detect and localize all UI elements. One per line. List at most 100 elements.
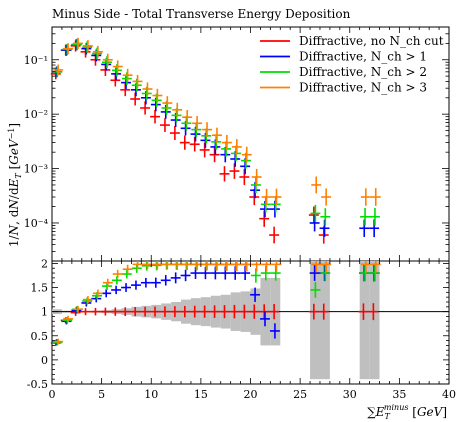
data-point: [179, 135, 190, 150]
ratio-point: [112, 269, 123, 279]
legend-label: Diffractive, N_ch > 1: [299, 50, 427, 64]
ratio-point: [358, 303, 369, 320]
ratio-point: [180, 269, 191, 282]
ratio-y-tick-label: 1.5: [31, 282, 49, 295]
ratio-point: [102, 278, 113, 287]
ratio-point: [321, 261, 332, 273]
ratio-point: [192, 261, 203, 271]
ratio-point: [73, 305, 83, 313]
data-point: [320, 208, 331, 226]
data-point: [132, 74, 143, 88]
data-point: [112, 60, 123, 73]
data-point: [142, 82, 153, 96]
ratio-point: [182, 261, 193, 271]
data-point: [360, 188, 371, 206]
ratio-point: [131, 280, 141, 290]
ratio-point: [249, 304, 260, 319]
ratio-point: [122, 264, 133, 274]
ratio-point: [271, 261, 282, 272]
data-point: [182, 110, 193, 125]
ratio-y-tick-label: 2: [41, 257, 48, 270]
ratio-y-tick-label: 0.5: [31, 330, 49, 343]
data-point: [53, 64, 64, 76]
ratio-point: [160, 275, 171, 286]
ratio-point: [162, 261, 173, 270]
ratio-point: [53, 338, 64, 345]
ratio-point: [172, 261, 183, 270]
ratio-point: [92, 289, 103, 298]
data-point: [360, 208, 370, 226]
x-tick-label: 40: [442, 388, 456, 401]
ratio-point: [111, 285, 122, 295]
ratio-point: [311, 261, 322, 273]
ratio-point: [219, 305, 230, 319]
ratio-point: [241, 261, 252, 272]
x-tick-label: 0: [49, 388, 56, 401]
y-tick-label: 10⁻²: [24, 108, 48, 121]
x-tick-label: 20: [244, 388, 258, 401]
data-point: [221, 134, 232, 151]
ratio-point: [179, 305, 190, 318]
ratio-point: [132, 261, 143, 269]
ratio-point: [150, 306, 160, 317]
data-point: [92, 45, 103, 58]
data-point: [370, 188, 381, 206]
data-point: [152, 88, 163, 103]
ratio-point: [368, 303, 379, 321]
ratio-point: [370, 261, 381, 273]
x-tick-label: 30: [343, 388, 357, 401]
legend-label: Diffractive, N_ch > 2: [299, 65, 427, 79]
legend-label: Diffractive, no N_ch cut: [299, 34, 444, 48]
svg-text:∑ETminus [GeV]: ∑ETminus [GeV]: [367, 403, 447, 421]
ratio-point: [360, 261, 371, 273]
data-point: [63, 43, 74, 55]
ratio-point: [261, 261, 272, 272]
ratio-point: [202, 261, 212, 271]
ratio-point: [209, 305, 220, 318]
data-point: [321, 188, 332, 206]
data-point: [261, 188, 272, 206]
data-point: [269, 226, 280, 244]
ratio-point: [221, 261, 232, 271]
x-axis-title: ∑ETminus [GeV]: [367, 403, 447, 421]
ratio-band-bin: [359, 261, 370, 380]
axis-ticks: 0 5 10 15 20 25 30 35 4010⁻¹10⁻²10⁻³10⁻⁴-0.500.5…: [24, 26, 456, 401]
data-point: [150, 109, 160, 124]
ratio-point: [169, 306, 180, 318]
x-tick-label: 35: [392, 388, 406, 401]
ratio-point: [140, 277, 151, 288]
legend-label: Diffractive, N_ch > 3: [299, 81, 427, 95]
ratio-point: [159, 306, 170, 317]
legend-entry: Diffractive, N_ch > 1: [260, 50, 427, 64]
y-tick-label: 10⁻¹: [24, 54, 48, 67]
ratio-point: [239, 304, 250, 319]
svg-text:1/N, dN/dET [GeV−1]: 1/N, dN/dET [GeV−1]: [7, 123, 23, 247]
top-panel-marks: [50, 37, 381, 244]
ratio-point: [150, 277, 161, 288]
ratio-point: [211, 261, 222, 271]
data-point: [82, 40, 93, 52]
ratio-band-bin: [319, 261, 330, 380]
ratio-y-tick-label: 1: [41, 306, 48, 319]
ratio-point: [170, 272, 181, 284]
legend-entry: Diffractive, N_ch > 2: [260, 65, 427, 79]
ratio-point: [80, 308, 91, 316]
ratio-point: [269, 323, 280, 339]
data-point: [169, 126, 180, 141]
x-tick-label: 15: [194, 388, 208, 401]
ratio-panel-marks: [50, 261, 381, 346]
data-point: [211, 127, 222, 143]
data-point: [192, 116, 203, 131]
ratio-point: [260, 311, 270, 327]
ratio-point: [189, 305, 200, 318]
data-point: [172, 102, 183, 117]
x-tick-label: 5: [98, 388, 105, 401]
data-point: [231, 139, 242, 155]
ratio-point: [250, 287, 261, 302]
ratio-point: [121, 283, 132, 292]
data-point: [251, 168, 262, 186]
ratio-y-tick-label: 0: [41, 354, 48, 367]
ratio-point: [100, 307, 111, 316]
ratio-point: [231, 261, 242, 272]
